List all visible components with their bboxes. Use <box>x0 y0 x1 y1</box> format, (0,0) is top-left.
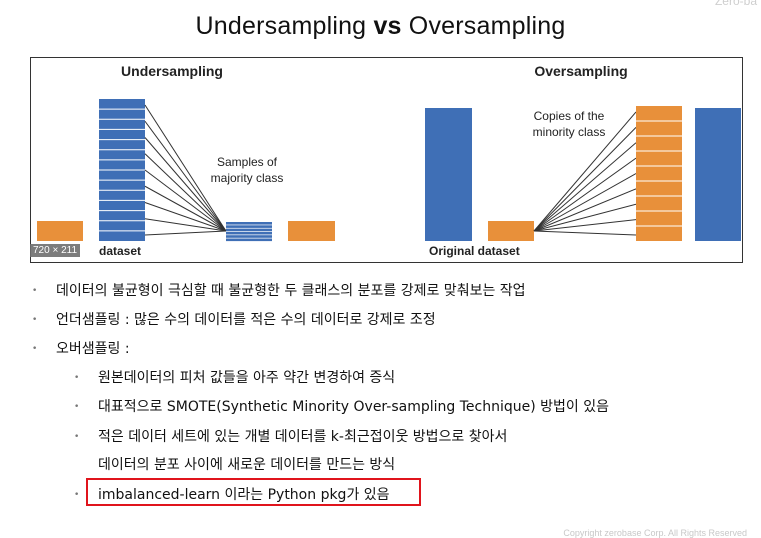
oversampling-heading: Oversampling <box>534 63 627 79</box>
sampling-diagram: Undersampling Oversampling Samples of ma… <box>37 63 741 258</box>
under-result-minority <box>288 221 335 241</box>
under-fan-line <box>144 185 227 232</box>
under-fan-line <box>144 169 227 232</box>
copies-bar-body <box>636 106 682 241</box>
sampled-slice <box>226 235 272 238</box>
bullet-dot-icon: • <box>74 490 80 500</box>
sampling-figure: Undersampling Oversampling Samples of ma… <box>30 57 743 263</box>
original-minority-bar <box>488 221 534 241</box>
samples-label-1: Samples of <box>217 155 278 169</box>
under-majority-bar <box>99 99 145 241</box>
title-part2: Oversampling <box>401 12 566 40</box>
under-fan-line <box>144 202 227 232</box>
original-majority-bar <box>425 108 472 241</box>
over-fan-line <box>533 219 637 232</box>
under-fan-line <box>144 230 227 236</box>
highlight-box <box>86 478 421 506</box>
slide-title: Undersampling vs Oversampling <box>0 12 761 41</box>
over-result-majority <box>695 108 741 241</box>
over-fan-line <box>533 142 637 232</box>
bullet-dot-icon: • <box>74 373 80 383</box>
sampled-slice <box>226 225 272 228</box>
copies-label-1: Copies of the <box>534 109 605 123</box>
sampled-slice <box>226 228 272 232</box>
over-fan-line <box>533 188 637 232</box>
under-fan-line <box>144 137 227 232</box>
under-fan-line <box>144 120 227 232</box>
over-fan-lines <box>533 111 637 236</box>
under-fan-line <box>144 218 227 232</box>
under-fan-line <box>144 153 227 232</box>
under-caption: dataset <box>99 244 141 258</box>
over-fan-line <box>533 127 637 232</box>
samples-label-2: majority class <box>211 171 284 185</box>
under-fan-line <box>144 104 227 232</box>
image-size-badge: 720 × 211 <box>30 244 81 257</box>
over-caption: Original dataset <box>429 244 520 258</box>
bullet-dot-icon: • <box>74 432 80 442</box>
under-fan-lines <box>144 104 227 236</box>
undersampling-heading: Undersampling <box>121 63 223 79</box>
copies-label-2: minority class <box>533 125 606 139</box>
over-fan-line <box>533 111 637 232</box>
bullet-dot-icon: • <box>32 286 38 296</box>
minority-copies-stack <box>636 106 682 241</box>
over-fan-line <box>533 157 637 232</box>
sampled-slice <box>226 231 272 235</box>
title-part1: Undersampling <box>195 12 374 40</box>
bullet-dot-icon: • <box>32 344 38 354</box>
title-vs: vs <box>373 12 402 40</box>
over-fan-line <box>533 173 637 232</box>
sampled-slice <box>226 238 272 242</box>
over-fan-line <box>533 230 637 236</box>
under-minority-bar <box>37 221 83 241</box>
bullet-dot-icon: • <box>32 315 38 325</box>
under-sampled-stack <box>226 222 272 242</box>
over-fan-line <box>533 203 637 232</box>
bullet-dot-icon: • <box>74 402 80 412</box>
copyright-text: Copyright zerobase Corp. All Rights Rese… <box>563 528 747 538</box>
sampled-slice <box>226 222 272 225</box>
corner-text: Zero-ba <box>714 0 757 8</box>
